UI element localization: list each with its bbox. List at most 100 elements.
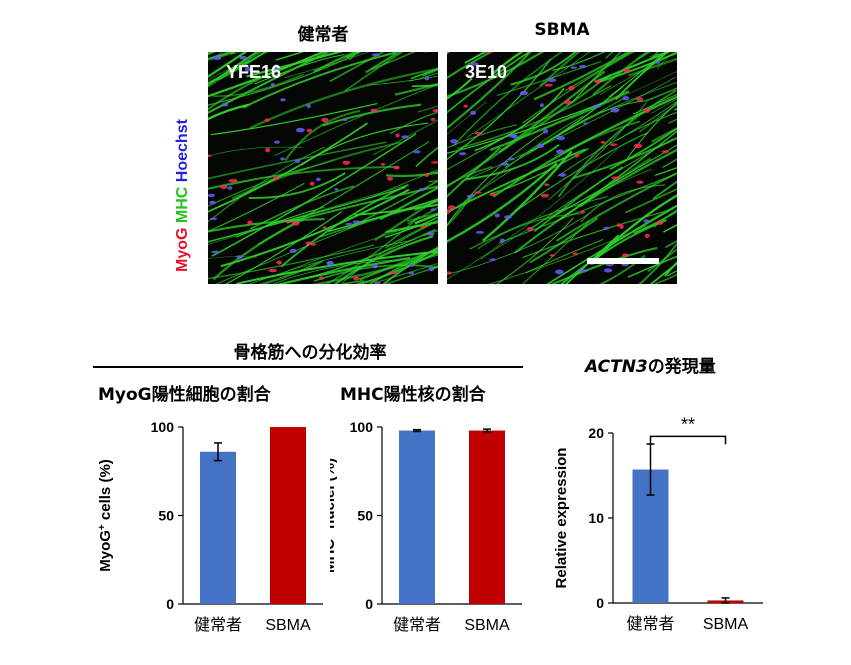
muscle-fiber: [208, 52, 258, 86]
myog-nucleus: [228, 178, 238, 183]
muscle-fiber: [284, 109, 361, 162]
hoechst-nucleus: [622, 96, 630, 101]
hoechst-nucleus: [470, 110, 477, 115]
muscle-fiber: [208, 182, 305, 232]
hoechst-nucleus: [504, 215, 512, 220]
muscle-fiber: [570, 71, 677, 120]
muscle-fiber: [469, 195, 608, 250]
category-label: 健常者: [393, 616, 441, 634]
chart-mhc-positive: MHC+ nuclei (%) 0 50 100 健常者 SBMA: [330, 419, 522, 634]
muscle-fiber: [625, 188, 677, 214]
hoechst-nucleus: [408, 271, 415, 275]
hoechst-nucleus: [408, 264, 415, 267]
hoechst-nucleus: [428, 266, 434, 272]
muscle-fiber: [652, 180, 677, 200]
chart-actn3-expression: Relative expression 0 10 20 健常者 SBMA **: [553, 414, 763, 633]
muscle-fiber: [333, 235, 434, 284]
myog-nucleus: [474, 132, 483, 135]
hoechst-nucleus: [554, 269, 564, 275]
muscle-fiber: [385, 219, 438, 249]
category-label: SBMA: [703, 616, 749, 633]
muscle-fiber: [638, 103, 677, 133]
hoechst-nucleus: [508, 133, 516, 138]
myog-nucleus: [549, 254, 555, 257]
stain-mhc: MHC: [174, 186, 191, 224]
category-label: SBMA: [265, 617, 311, 634]
section-title: 骨格筋への分化効率: [233, 343, 387, 363]
muscle-fibers: [208, 52, 438, 284]
muscle-fiber: [370, 52, 416, 71]
muscle-fiber: [212, 218, 304, 281]
muscle-fiber: [365, 52, 401, 74]
muscle-fiber: [319, 200, 438, 238]
muscle-fiber: [533, 166, 624, 232]
hoechst-nucleus: [221, 102, 229, 107]
muscle-fiber: [529, 217, 599, 264]
muscle-fiber: [646, 87, 677, 102]
micrograph-sbma: 3E10: [447, 52, 677, 284]
myog-nucleus: [310, 243, 316, 246]
muscle-fiber: [409, 72, 438, 82]
muscle-fiber: [633, 93, 677, 115]
hoechst-nucleus: [579, 64, 587, 69]
column-label-sbma: SBMA: [534, 20, 590, 40]
myog-nucleus: [276, 260, 282, 265]
muscle-fiber: [477, 213, 581, 250]
y-axis-label: MyoG+ cells (%): [97, 459, 115, 572]
muscle-fiber: [565, 52, 632, 92]
muscle-fiber: [208, 52, 263, 88]
muscle-fiber: [489, 90, 630, 152]
y-axis-label: Relative expression: [553, 448, 570, 589]
significance-bracket: [649, 435, 727, 445]
stain-myog: MyoG: [174, 227, 191, 272]
muscle-fiber: [208, 256, 257, 260]
muscle-fiber: [208, 52, 234, 60]
muscle-fiber: [271, 224, 418, 278]
myog-nucleus: [309, 181, 315, 186]
hoechst-nucleus: [655, 60, 661, 64]
muscle-fiber: [208, 186, 406, 243]
muscle-fiber: [339, 280, 365, 284]
muscle-fiber: [382, 246, 438, 284]
muscle-fiber: [570, 52, 622, 104]
muscle-fiber: [522, 208, 674, 259]
hoechst-nucleus: [412, 150, 421, 154]
muscle-fiber: [447, 165, 493, 187]
myog-nucleus: [273, 176, 279, 181]
muscle-fiber: [457, 85, 612, 150]
muscle-fiber: [447, 101, 487, 135]
myog-nucleus: [430, 161, 438, 164]
myog-nucleus: [611, 176, 621, 180]
muscle-fiber: [447, 52, 544, 98]
hoechst-nucleus: [547, 78, 557, 82]
hoechst-nucleus: [430, 208, 436, 211]
myog-nucleus: [489, 193, 498, 197]
muscle-fiber: [276, 256, 411, 284]
muscle-fiber: [522, 52, 635, 124]
myog-nucleus: [370, 108, 378, 112]
hoechst-nucleus: [592, 104, 601, 108]
muscle-fiber: [406, 212, 438, 222]
y-tick-label: 100: [350, 419, 374, 435]
muscle-fiber: [384, 216, 438, 238]
micrograph-sbma-tag: 3E10: [465, 62, 508, 82]
myog-nucleus: [643, 108, 651, 113]
hoechst-nucleus: [507, 157, 515, 161]
muscle-fiber: [447, 73, 611, 188]
muscle-fiber: [555, 171, 677, 242]
muscle-fiber: [210, 103, 378, 136]
myog-nucleus: [265, 147, 271, 153]
hoechst-nucleus: [424, 76, 430, 81]
muscle-fiber: [447, 52, 493, 80]
myog-nucleus: [424, 173, 429, 177]
muscle-fiber: [447, 52, 532, 130]
muscle-fiber: [626, 102, 677, 159]
muscle-fiber: [208, 52, 268, 84]
y-tick-label: 0: [166, 596, 174, 612]
hoechst-nucleus: [470, 62, 479, 66]
muscle-fiber: [249, 67, 438, 130]
myog-nucleus: [319, 276, 324, 280]
hoechst-nucleus: [401, 135, 409, 139]
hoechst-nucleus: [273, 64, 280, 70]
myog-nucleus: [432, 109, 438, 113]
